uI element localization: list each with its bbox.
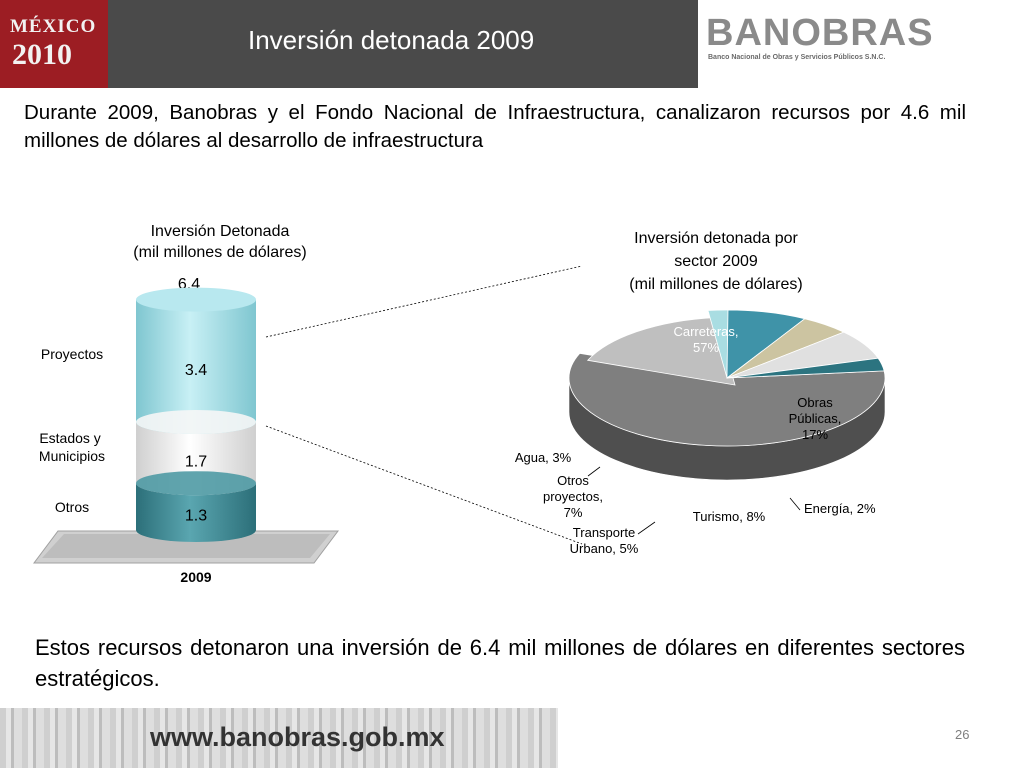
pie-labels: Carreteras, 57% Obras Públicas, 17% Energía, … — [515, 324, 876, 556]
intro-paragraph: Durante 2009, Banobras y el Fondo Nacion… — [24, 101, 966, 152]
summary-paragraph: Estos recursos detonaron una inversión d… — [35, 635, 965, 691]
pie-label-turismo: Turismo, 8% — [693, 509, 766, 524]
charts-area: Inversión Detonada (mil millones de dóla… — [33, 223, 886, 585]
pie-slice-obras-públicas — [586, 317, 736, 386]
banobras-logo: BANOBRAS Banco Nacional de Obras y Servi… — [698, 0, 1024, 88]
series-label-estados-line1: Estados y — [39, 430, 100, 446]
slide-title: Inversión detonada 2009 — [248, 25, 535, 55]
series-label-estados-line2: Municipios — [39, 448, 105, 464]
pie-label-otros-proyectos: Otros proyectos, 7% — [543, 473, 603, 520]
bar-floor-inner — [42, 534, 330, 558]
bar-chart-subtitle: (mil millones de dólares) — [133, 244, 306, 261]
bar-value-label: 1.7 — [185, 454, 207, 471]
banobras-logo-name: BANOBRAS — [706, 12, 934, 54]
bar-segment-top — [136, 410, 256, 434]
connector-line-bottom — [265, 425, 583, 545]
mexico-logo-text: MÉXICO — [10, 16, 97, 37]
pie-leader-line — [587, 466, 601, 477]
bar-segment-top — [136, 471, 256, 496]
pie-leader-line — [637, 521, 656, 535]
pie-label-carreteras: Carreteras, 57% — [673, 324, 738, 355]
bar-segment-top — [136, 287, 256, 312]
page-number: 26 — [955, 727, 970, 742]
bar-segment-otros — [136, 483, 256, 542]
bar-value-label: 1.3 — [185, 508, 207, 525]
pie-chart — [568, 309, 886, 481]
footer-banner: www.banobras.gob.mx — [0, 708, 558, 768]
slide-header: MÉXICO 2010 Inversión detonada 2009 BANO… — [0, 0, 1024, 88]
connector-line-top — [265, 265, 583, 338]
pie-chart-title-line2: sector 2009 — [674, 253, 758, 270]
footer-url[interactable]: www.banobras.gob.mx — [150, 722, 445, 752]
series-label-otros: Otros — [55, 499, 89, 515]
mexico-2010-logo: MÉXICO 2010 — [0, 0, 108, 88]
pie-slice-agua — [726, 357, 885, 379]
series-label-proyectos: Proyectos — [41, 346, 103, 362]
banobras-logo-subtitle: Banco Nacional de Obras y Servicios Públ… — [708, 54, 886, 61]
pie-slice-carreteras — [568, 352, 886, 447]
pie-leader-line — [789, 497, 801, 511]
mexico-logo-year: 2010 — [12, 38, 72, 71]
bar-category-label: 2009 — [180, 569, 211, 585]
pie-chart-subtitle: (mil millones de dólares) — [629, 276, 802, 293]
pie-chart-title-line1: Inversión detonada por — [634, 230, 798, 247]
bar-chart-title: Inversión Detonada — [151, 223, 290, 240]
pie-label-agua: Agua, 3% — [515, 450, 572, 465]
series-label-estados: Estados y Municipios — [39, 430, 105, 464]
pie-label-obras-públicas: Obras Públicas, 17% — [789, 395, 842, 442]
pie-label-transporte-urbano: Transporte Urbano, 5% — [570, 525, 639, 556]
stacked-cylinder: 1.3 1.7 3.4 — [136, 287, 256, 542]
bar-segment-proyectos — [136, 299, 256, 434]
bar-value-label: 3.4 — [185, 362, 207, 379]
pie-label-energía: Energía, 2% — [804, 501, 876, 516]
